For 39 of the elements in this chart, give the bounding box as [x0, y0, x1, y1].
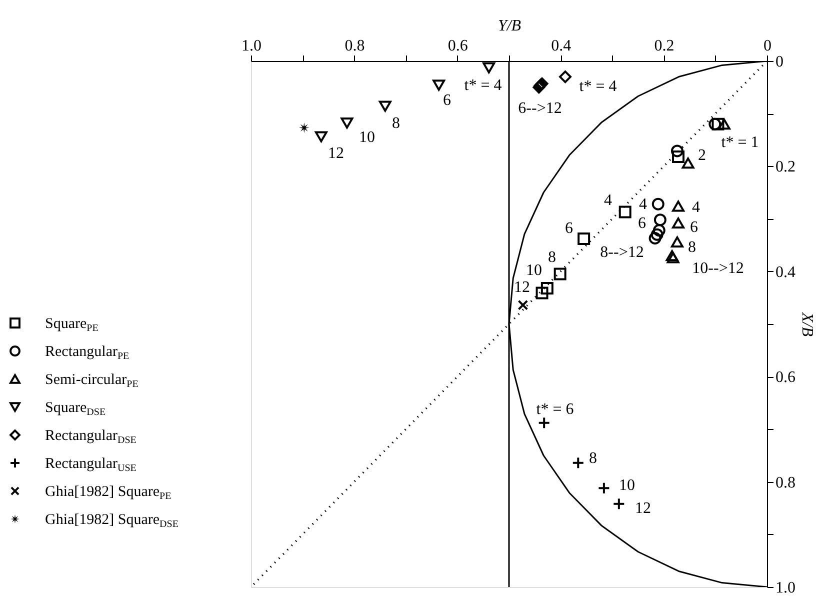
- annotation: 6: [690, 219, 698, 236]
- annotation: 8: [589, 450, 597, 467]
- y-axis-title: X/B: [798, 312, 816, 337]
- annotation: 8-->12: [600, 244, 644, 261]
- annotation: 6: [638, 215, 646, 232]
- x-tick-label: 0: [764, 38, 772, 54]
- annotation: 6-->12: [518, 100, 562, 117]
- annotation: 4: [692, 199, 700, 216]
- annotation: 6: [565, 220, 573, 237]
- x-tick-label: 0.8: [344, 38, 365, 54]
- annotation: 8: [688, 239, 696, 256]
- x-axis-title: Y/B: [498, 18, 522, 34]
- annotation: 2: [698, 147, 706, 164]
- annotation: 8: [392, 115, 400, 132]
- annotation: t* = 6: [536, 401, 574, 418]
- x-tick-label: 0.2: [654, 38, 674, 54]
- y-tick-label: 0.4: [776, 264, 796, 281]
- annotation: 4: [604, 192, 612, 209]
- annotation: 12: [328, 145, 344, 162]
- annotation: 10: [526, 262, 542, 279]
- annotation: 10: [359, 129, 375, 146]
- y-tick-label: 0.2: [776, 158, 796, 176]
- annotation: 6: [443, 92, 451, 109]
- annotation: t* = 1: [721, 134, 759, 151]
- y-tick-label: 0.8: [776, 474, 796, 492]
- x-tick-label: 0.4: [551, 38, 572, 54]
- y-tick-label: 0: [776, 54, 784, 70]
- y-tick-label: 1.0: [776, 580, 796, 596]
- y-tick-label: 0.6: [776, 369, 796, 386]
- annotation: 12: [635, 500, 651, 517]
- x-tick-label: 0.6: [448, 38, 468, 54]
- annotation: t* = 4: [464, 77, 502, 94]
- annotation: 12: [514, 279, 530, 296]
- annotation: 10: [619, 477, 635, 494]
- annotation: t* = 4: [579, 78, 617, 95]
- x-tick-label: 1.0: [242, 38, 262, 54]
- annotation: 8: [548, 249, 556, 266]
- annotation: 4: [639, 196, 647, 213]
- annotation: 10-->12: [692, 260, 744, 277]
